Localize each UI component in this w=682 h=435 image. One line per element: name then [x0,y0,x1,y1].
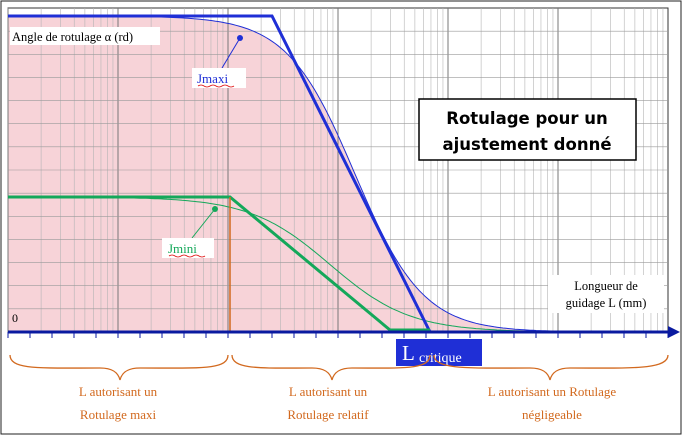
jmini-label: Jmini [168,241,197,256]
x-axis-arrow-icon [668,326,680,338]
x-label-background [548,275,664,313]
jmaxi-label-background [192,68,246,88]
chart-title-box [418,98,637,161]
zone-maxi-line1: L autorisant un [79,384,158,399]
chart-title-line2: ajustement donné [442,135,611,154]
jmini-label-background [162,238,214,258]
zone-braces [9,354,669,381]
zone-brace-maxi [9,354,229,381]
y-axis-label: Angle de rotulage α (rd) [12,30,133,44]
zone-brace-relatif [231,354,431,381]
zone-maxi-line2: Rotulage maxi [80,407,157,422]
zone-relatif-line1: L autorisant un [289,384,368,399]
zone-negligeable-line2: négligeable [522,407,582,422]
jmini-spellcheck-underline [168,254,206,258]
jmaxi-spellcheck-underline [197,84,235,88]
zone-relatif-line2: Rotulage relatif [287,407,369,422]
zone-brace-negligeable [433,354,669,381]
x-axis-ticks [7,332,669,338]
x-axis-label-line2: guidage L (mm) [566,296,647,310]
zone-negligeable-line1: L autorisant un Rotulage [488,384,617,399]
critical-length-symbol: L [402,341,415,365]
jmaxi-label: Jmaxi [197,71,228,86]
y-zero-tick-label: 0 [12,311,18,325]
x-axis-label-line1: Longueur de [574,279,638,293]
chart-title-line1: Rotulage pour un [446,109,607,128]
jmaxi-series-line [8,14,432,333]
jmini-leader [191,208,216,239]
critical-length-box [396,339,482,366]
y-label-background [10,27,160,45]
critical-length-subscript: critique [419,351,462,366]
jmini-series-line [8,195,430,332]
jmaxi-leader [221,37,241,69]
